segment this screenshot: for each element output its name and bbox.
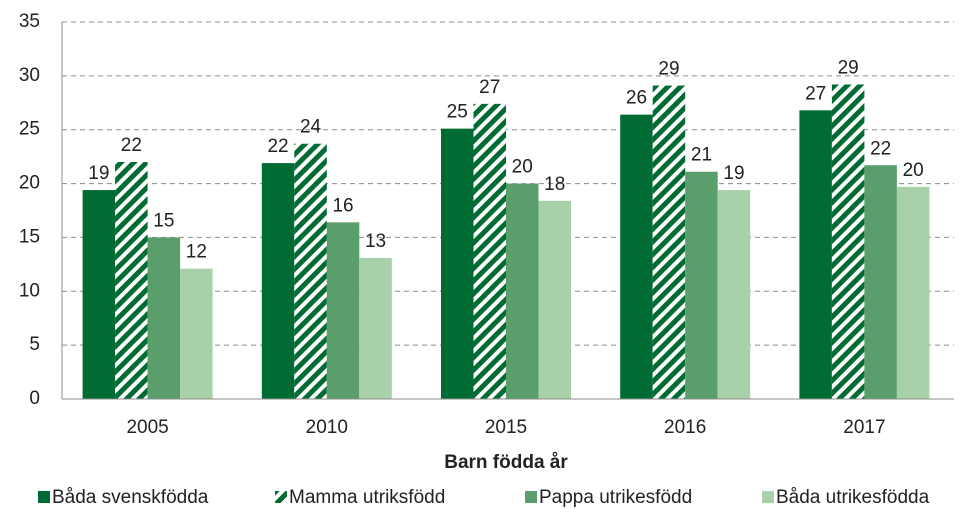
bar	[115, 162, 148, 399]
x-tick-label: 2005	[126, 417, 168, 438]
bar	[441, 128, 474, 399]
data-label: 16	[332, 195, 353, 216]
legend-label: Pappa utrikesfödd	[539, 487, 692, 508]
bar	[831, 84, 865, 399]
legend-label: Mamma utriksfödd	[289, 487, 445, 508]
data-label: 26	[626, 88, 647, 109]
data-label: 22	[121, 135, 142, 156]
x-tick-label: 2015	[485, 417, 527, 438]
bar	[620, 114, 653, 400]
data-label: 12	[186, 242, 207, 263]
bar	[685, 171, 718, 399]
bar	[82, 190, 116, 399]
bar	[864, 165, 897, 399]
y-tick-label: 10	[19, 280, 40, 301]
x-tick-label: 2016	[664, 417, 706, 438]
y-tick-label: 0	[29, 388, 40, 409]
data-label: 19	[723, 163, 744, 184]
data-label: 22	[870, 138, 891, 159]
bar	[147, 237, 181, 399]
bar	[180, 268, 213, 399]
y-tick-label: 25	[19, 119, 40, 140]
data-label: 27	[805, 83, 826, 104]
data-label: 18	[544, 174, 565, 195]
legend-marker	[525, 491, 537, 503]
data-label: 22	[267, 136, 288, 157]
bar	[538, 200, 571, 399]
bar	[896, 186, 930, 399]
data-label: 27	[479, 77, 500, 98]
y-tick-label: 20	[19, 173, 40, 194]
y-tick-label: 5	[29, 334, 40, 355]
data-label: 24	[300, 117, 322, 138]
bar	[294, 143, 327, 399]
legend-marker	[275, 491, 287, 503]
x-tick-label: 2010	[306, 417, 348, 438]
legend-marker	[38, 491, 50, 503]
bar	[506, 183, 539, 399]
bar	[717, 190, 751, 399]
bar	[326, 222, 360, 399]
data-label: 21	[691, 145, 712, 166]
bar	[652, 85, 686, 400]
data-label: 29	[838, 57, 859, 78]
x-tick-label: 2017	[843, 417, 885, 438]
data-label: 15	[153, 210, 174, 231]
data-label: 20	[903, 160, 924, 181]
data-label: 25	[447, 102, 468, 123]
y-tick-label: 30	[19, 65, 40, 86]
y-tick-label: 35	[19, 11, 40, 32]
bar	[473, 103, 506, 399]
data-label: 13	[365, 231, 386, 252]
bar	[359, 257, 392, 399]
y-tick-label: 15	[19, 226, 40, 247]
data-label: 20	[512, 157, 533, 178]
bar	[261, 163, 295, 399]
bar	[799, 110, 832, 399]
legend-label: Båda svenskfödda	[52, 487, 209, 508]
data-label: 29	[658, 59, 679, 80]
x-axis-title: Barn födda år	[444, 452, 568, 473]
legend-label: Båda utrikesfödda	[776, 487, 930, 508]
legend-marker	[762, 491, 774, 503]
data-label: 19	[88, 163, 109, 184]
